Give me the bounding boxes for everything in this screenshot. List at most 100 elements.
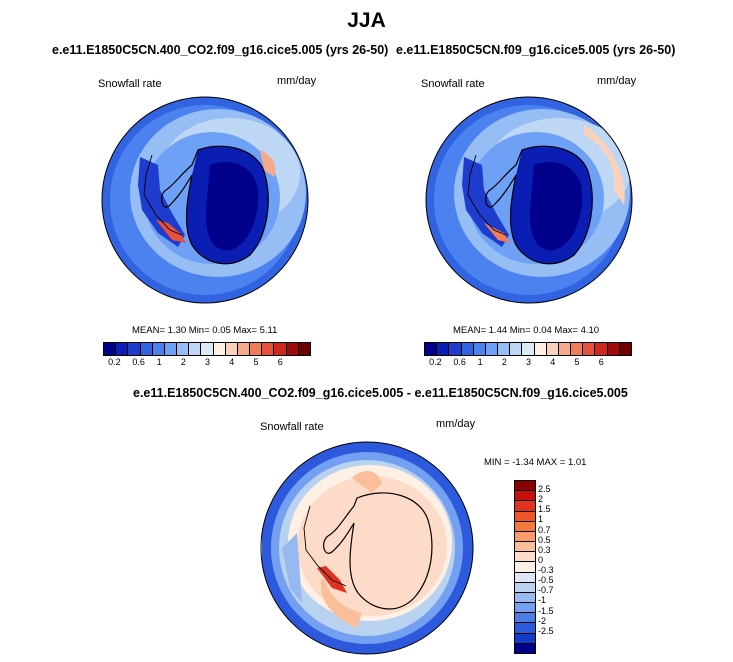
panel-2-colorbar-swatch — [425, 343, 437, 355]
panel-2-colorbar-swatch — [594, 343, 607, 355]
panel-2-min-label: Min= — [509, 325, 531, 336]
panel-3-colorbar-tick-label: -0.7 — [538, 585, 554, 596]
panel-2-units-label: mm/day — [597, 75, 637, 87]
panel-3-colorbar-tick-label: 1 — [538, 514, 544, 525]
panel-3-colorbar-swatch — [515, 602, 535, 613]
panel-1-colorbar-swatch — [176, 343, 189, 355]
panel-2-colorbar-swatch — [521, 343, 534, 355]
panel-3-colorbar-swatch — [515, 481, 535, 491]
panel-2-colorbar-tick-label: 1 — [477, 357, 483, 367]
panel-2-colorbar-tick-label: 4 — [550, 357, 556, 367]
panel-3-colorbar-tick-label: 1.5 — [538, 504, 551, 515]
figure-title: JJA — [347, 9, 386, 32]
panel-3-colorbar-tick-label: 0.3 — [538, 544, 551, 555]
panel-2-colorbar-swatch — [545, 343, 558, 355]
panel-3-colorbar-swatch — [515, 642, 535, 653]
panel-1-colorbar-swatch — [151, 343, 164, 355]
panel-3-colorbar-tick-label: -0.3 — [538, 565, 554, 576]
panel-3-colorbar-tick-label: -2.5 — [538, 625, 554, 636]
panel-2-variable-label: Snowfall rate — [421, 78, 485, 90]
panel-3-colorbar-swatch — [515, 581, 535, 592]
panel-1-colorbar-tick-label: 4 — [229, 357, 235, 367]
panel-1-min-value: 0.05 — [212, 325, 231, 336]
panel-2-stats: MEAN= 1.44 Min= 0.04 Max= 4.10 — [453, 325, 599, 336]
panel-3-colorbar-swatch — [515, 510, 535, 521]
panel-3-colorbar-swatch — [515, 490, 535, 501]
panel-3-colorbar-tick-label: 2.5 — [538, 484, 551, 495]
panel-1-min-label: Min= — [188, 325, 210, 336]
panel-2-max-value: 4.10 — [580, 325, 600, 336]
panel-2-colorbar-swatch — [497, 343, 510, 355]
panel-1-colorbar-labels: 0.2 0.6 1 2 3 4 5 6 — [103, 357, 311, 369]
panel-1-units-label: mm/day — [277, 75, 317, 87]
panel-3-colorbar-tick-label: 0.7 — [538, 524, 551, 535]
panel-3-colorbar-tick-label: 2 — [538, 494, 544, 505]
panel-3-colorbar-swatch — [515, 500, 535, 511]
panel-3-colorbar-swatch — [515, 612, 535, 623]
panel-3-colorbar-tick-label: 0 — [538, 554, 544, 565]
panel-1-colorbar-swatch — [285, 343, 298, 355]
panel-3-colorbar-labels: 2.5 2 1.5 1 0.7 0.5 0.3 0 -0.3 -0.5 -0.7 -1 -1.5 -2 -2… — [538, 480, 578, 654]
panel-3-stats: MIN = -1.34 MAX = 1.01 — [484, 457, 587, 468]
panel-1-map — [101, 96, 309, 304]
panel-2-colorbar-swatch — [509, 343, 522, 355]
panel-2-colorbar-tick-label: 5 — [574, 357, 580, 367]
panel-1-stats: MEAN= 1.30 Min= 0.05 Max= 5.11 — [132, 325, 277, 336]
panel-1-colorbar-swatch — [127, 343, 140, 355]
panel-3-colorbar-swatch — [515, 632, 535, 643]
panel-2-colorbar-swatch — [582, 343, 595, 355]
panel-1-mean-value: 1.30 — [167, 325, 187, 336]
panel-3-colorbar-tick-label: -1.5 — [538, 605, 554, 616]
panel-3-colorbar — [514, 480, 536, 654]
panel-1-colorbar — [103, 342, 311, 356]
panel-3-colorbar-swatch — [515, 571, 535, 582]
panel-3-colorbar-swatch — [515, 551, 535, 562]
panel-3-units-label: mm/day — [436, 418, 476, 430]
panel-2-mean-label: MEAN= — [453, 325, 486, 336]
panel-3-colorbar-swatch — [515, 561, 535, 572]
panel-2-colorbar-swatch — [570, 343, 583, 355]
panel-3-colorbar-tick-label: 0.5 — [538, 534, 551, 545]
panel-1-colorbar-swatch — [249, 343, 262, 355]
panel-2-colorbar-swatch — [533, 343, 546, 355]
panel-2-colorbar-swatch — [618, 343, 631, 355]
panel-3-colorbar-swatch — [515, 622, 535, 633]
panel-1-colorbar-swatch — [236, 343, 250, 355]
panel-1-colorbar-swatch — [297, 343, 310, 355]
panel-1-title: e.e11.E1850C5CN.400_CO2.f09_g16.cice5.00… — [52, 43, 389, 57]
panel-2-colorbar-tick-label: 0.6 — [453, 357, 466, 367]
panel-1-variable-label: Snowfall rate — [98, 78, 162, 90]
panel-2-mean-value: 1.44 — [488, 325, 508, 336]
panel-3-variable-label: Snowfall rate — [260, 421, 324, 433]
panel-3-colorbar-swatch — [515, 541, 535, 552]
panel-1-colorbar-swatch — [273, 343, 286, 355]
panel-3-title: e.e11.E1850C5CN.400_CO2.f09_g16.cice5.00… — [133, 386, 628, 400]
panel-2-colorbar-tick-label: 3 — [526, 357, 532, 367]
panel-1-colorbar-swatch — [104, 343, 116, 355]
panel-1-colorbar-tick-label: 0.6 — [132, 357, 145, 367]
panel-2-colorbar-tick-label: 0.2 — [429, 357, 442, 367]
panel-1-colorbar-tick-label: 2 — [180, 357, 186, 367]
panel-2-colorbar-tick-label: 2 — [501, 357, 507, 367]
panel-1-max-label: Max= — [233, 325, 257, 336]
panel-2-colorbar — [424, 342, 632, 356]
panel-1-colorbar-tick-label: 3 — [205, 357, 211, 367]
panel-2-max-label: Max= — [554, 325, 578, 336]
panel-2-colorbar-tick-label: 6 — [598, 357, 604, 367]
panel-2-colorbar-swatch — [557, 343, 571, 355]
panel-2-colorbar-labels: 0.2 0.6 1 2 3 4 5 6 — [424, 357, 632, 369]
panel-1-colorbar-swatch — [200, 343, 213, 355]
panel-3-colorbar-tick-label: -0.5 — [538, 575, 554, 586]
panel-1-colorbar-tick-label: 6 — [277, 357, 283, 367]
panel-2-map — [425, 96, 633, 304]
panel-2-colorbar-swatch — [484, 343, 498, 355]
panel-1-colorbar-swatch — [139, 343, 152, 355]
panel-1-mean-label: MEAN= — [132, 325, 165, 336]
panel-1-max-value: 5.11 — [259, 325, 278, 336]
panel-1-colorbar-swatch — [163, 343, 177, 355]
panel-3-colorbar-tick-label: -2 — [538, 615, 547, 626]
panel-3-colorbar-swatch — [515, 520, 535, 531]
panel-3-colorbar-tick-label: -1 — [538, 595, 547, 606]
panel-1-colorbar-swatch — [212, 343, 225, 355]
panel-3-colorbar-swatch — [515, 591, 535, 603]
